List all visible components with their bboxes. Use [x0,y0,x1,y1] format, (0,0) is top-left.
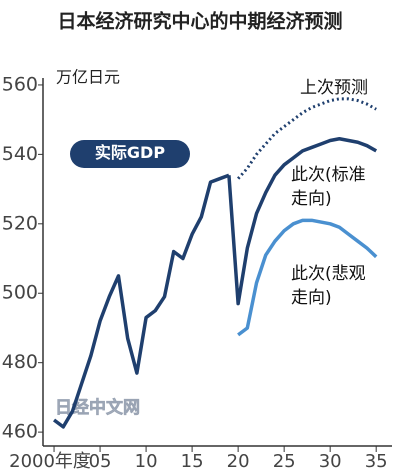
legend-badge [70,140,190,168]
series-line [52,173,230,429]
x-tick-label: 25 [273,451,296,472]
x-tick-label: 10 [135,451,158,472]
watermark: 日经中文网 [55,397,140,418]
x-tick-label: 2000年度 [9,451,91,472]
series-line [227,137,378,306]
x-tick-label: 15 [181,451,204,472]
x-tick-label: 30 [319,451,342,472]
y-tick-label: 540 [2,143,38,165]
y-axis-label: 万亿日元 [56,68,120,87]
y-tick-label: 460 [2,421,38,443]
y-tick-label: 520 [2,212,38,234]
y-tick-label: 480 [2,351,38,373]
legend-label: 此次(标准 走向) [291,165,366,209]
chart-title: 日本经济研究中心的中期经济预测 [57,10,342,33]
y-tick-label: 500 [2,282,38,304]
series-line [237,218,378,337]
x-tick-label: 35 [365,451,388,472]
legend-label: 此次(悲观 走向) [291,264,366,308]
series-line [237,97,377,180]
x-tick-label: 20 [227,451,250,472]
x-tick-label: 05 [89,451,112,472]
legend-label: 实际GDP [94,143,166,162]
y-tick-label: 560 [2,73,38,95]
legend-label: 上次预测 [300,78,368,98]
